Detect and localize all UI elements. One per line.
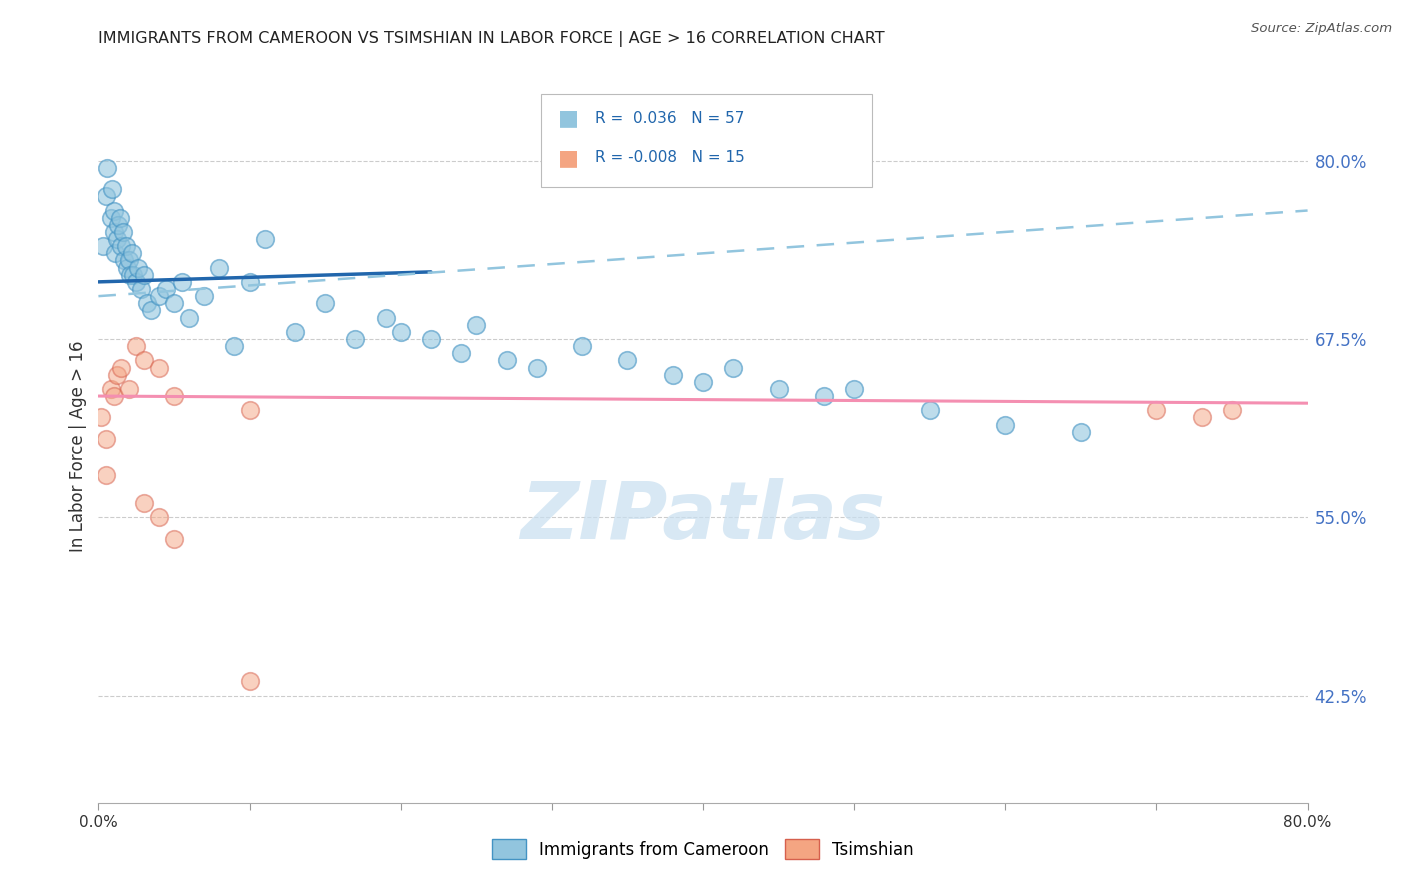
Point bbox=[918, 403, 941, 417]
Point bbox=[129, 282, 152, 296]
Text: ■: ■ bbox=[558, 109, 579, 128]
Point bbox=[105, 232, 128, 246]
Point bbox=[103, 389, 125, 403]
Text: IMMIGRANTS FROM CAMEROON VS TSIMSHIAN IN LABOR FORCE | AGE > 16 CORRELATION CHAR: IMMIGRANTS FROM CAMEROON VS TSIMSHIAN IN… bbox=[98, 31, 884, 47]
Point bbox=[103, 203, 125, 218]
Point bbox=[135, 296, 157, 310]
Point bbox=[723, 360, 745, 375]
Point bbox=[389, 325, 412, 339]
Point bbox=[120, 268, 142, 282]
Point bbox=[239, 275, 262, 289]
Y-axis label: In Labor Force | Age > 16: In Labor Force | Age > 16 bbox=[69, 340, 87, 552]
Point bbox=[994, 417, 1017, 432]
Point bbox=[179, 310, 201, 325]
Point bbox=[661, 368, 683, 382]
Point bbox=[420, 332, 443, 346]
Point bbox=[94, 432, 117, 446]
Point bbox=[208, 260, 231, 275]
Point bbox=[132, 268, 155, 282]
Point bbox=[114, 239, 136, 253]
Point bbox=[526, 360, 548, 375]
Point bbox=[768, 382, 790, 396]
Text: ZIPatlas: ZIPatlas bbox=[520, 478, 886, 557]
Point bbox=[148, 360, 170, 375]
Point bbox=[132, 353, 155, 368]
Point bbox=[141, 303, 163, 318]
Point bbox=[239, 403, 262, 417]
Point bbox=[104, 246, 127, 260]
Point bbox=[100, 211, 122, 225]
Point bbox=[110, 360, 132, 375]
Point bbox=[465, 318, 488, 332]
Point bbox=[450, 346, 472, 360]
Point bbox=[90, 410, 112, 425]
Point bbox=[1146, 403, 1168, 417]
Legend: Immigrants from Cameroon, Tsimshian: Immigrants from Cameroon, Tsimshian bbox=[492, 839, 914, 859]
Point bbox=[91, 239, 114, 253]
Point bbox=[125, 339, 148, 353]
Point bbox=[495, 353, 517, 368]
Point bbox=[148, 510, 170, 524]
Point bbox=[314, 296, 336, 310]
Point bbox=[163, 389, 186, 403]
Text: R =  0.036   N = 57: R = 0.036 N = 57 bbox=[595, 112, 744, 126]
Point bbox=[118, 253, 141, 268]
Point bbox=[571, 339, 593, 353]
Point bbox=[163, 296, 186, 310]
Point bbox=[100, 382, 122, 396]
Point bbox=[148, 289, 170, 303]
Point bbox=[224, 339, 246, 353]
Point bbox=[112, 253, 135, 268]
Point bbox=[101, 182, 124, 196]
Point bbox=[94, 467, 117, 482]
Point bbox=[107, 218, 129, 232]
Point bbox=[111, 225, 134, 239]
Point bbox=[1191, 410, 1213, 425]
Point bbox=[170, 275, 193, 289]
Point bbox=[103, 225, 125, 239]
Point bbox=[813, 389, 835, 403]
Point bbox=[127, 260, 149, 275]
Point bbox=[108, 211, 131, 225]
Point bbox=[193, 289, 215, 303]
Point bbox=[163, 532, 186, 546]
Point bbox=[692, 375, 714, 389]
Point bbox=[132, 496, 155, 510]
Point bbox=[616, 353, 638, 368]
Point bbox=[253, 232, 276, 246]
Point bbox=[94, 189, 117, 203]
Point bbox=[105, 368, 128, 382]
Point bbox=[374, 310, 396, 325]
Point bbox=[115, 260, 138, 275]
Point bbox=[155, 282, 177, 296]
Point bbox=[96, 161, 118, 175]
Point bbox=[122, 268, 145, 282]
Point bbox=[344, 332, 367, 346]
Point bbox=[118, 382, 141, 396]
Point bbox=[125, 275, 148, 289]
Point bbox=[110, 239, 132, 253]
Point bbox=[239, 674, 262, 689]
Point bbox=[121, 246, 143, 260]
Point bbox=[284, 325, 307, 339]
Point bbox=[1070, 425, 1092, 439]
Text: Source: ZipAtlas.com: Source: ZipAtlas.com bbox=[1251, 22, 1392, 36]
Point bbox=[844, 382, 866, 396]
Text: ■: ■ bbox=[558, 148, 579, 168]
Point bbox=[1220, 403, 1243, 417]
Text: R = -0.008   N = 15: R = -0.008 N = 15 bbox=[595, 151, 745, 165]
